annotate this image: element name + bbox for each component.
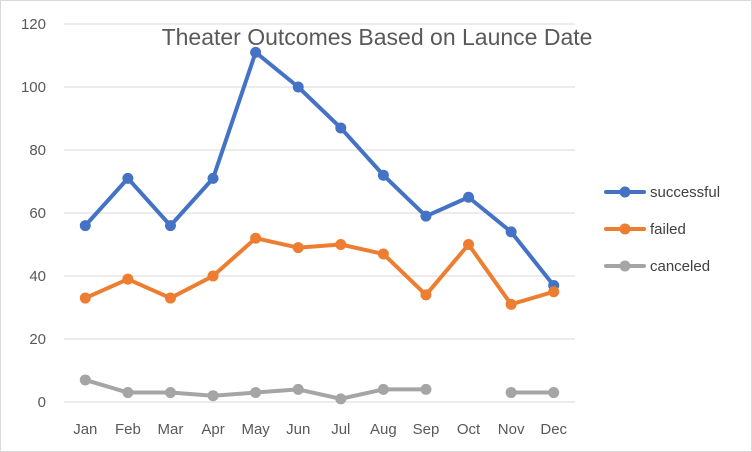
x-tick-label: Mar	[158, 421, 184, 438]
chart-title: Theater Outcomes Based on Launce Date	[162, 24, 593, 50]
y-tick-label: 0	[38, 394, 46, 411]
y-tick-label: 20	[29, 331, 46, 348]
data-point-failed	[79, 292, 91, 304]
data-point-failed	[505, 298, 517, 310]
data-point-failed	[463, 239, 475, 250]
series-canceled	[79, 374, 560, 405]
x-tick-label: Aug	[370, 421, 397, 438]
x-tick-label: May	[241, 421, 270, 438]
data-point-successful	[79, 220, 91, 232]
gridlines	[64, 23, 575, 403]
data-point-successful	[463, 191, 475, 203]
y-axis-ticks: 0 20 40 60 80 100 120	[21, 16, 46, 411]
y-tick-label: 100	[21, 79, 46, 96]
data-point-successful	[335, 122, 347, 134]
data-point-failed	[207, 270, 219, 282]
data-point-failed	[335, 239, 347, 250]
data-point-canceled	[164, 387, 176, 399]
y-tick-label: 80	[29, 142, 46, 159]
y-tick-label: 60	[29, 205, 46, 222]
data-point-successful	[164, 220, 176, 232]
data-point-failed	[377, 248, 389, 260]
series-successful	[79, 46, 560, 291]
data-point-successful	[420, 210, 432, 222]
series-line-failed	[83, 236, 556, 307]
series-failed	[79, 232, 560, 310]
data-point-failed	[292, 242, 304, 254]
data-point-failed	[250, 232, 262, 244]
data-point-successful	[292, 81, 304, 93]
data-point-canceled	[122, 387, 134, 399]
data-point-successful	[377, 169, 389, 181]
data-point-canceled	[250, 387, 262, 399]
x-tick-label: Apr	[201, 421, 224, 438]
legend-item-failed: failed	[604, 221, 686, 238]
x-axis-ticks: Jan Feb Mar Apr May Jun Jul Aug Sep Oct Nov Dec	[73, 421, 567, 438]
data-point-canceled	[377, 383, 389, 395]
legend-swatch-marker	[619, 260, 631, 272]
y-tick-label: 40	[29, 268, 46, 285]
data-point-successful	[122, 172, 134, 184]
data-point-failed	[122, 273, 134, 285]
legend-label: successful	[650, 184, 720, 201]
legend-swatch-marker	[619, 223, 631, 235]
series-group	[79, 46, 560, 405]
data-point-canceled	[335, 393, 347, 405]
data-point-failed	[164, 292, 176, 304]
data-point-canceled	[292, 383, 304, 395]
data-point-successful	[250, 46, 262, 58]
x-tick-label: Nov	[498, 421, 525, 438]
x-tick-label: Jan	[73, 421, 97, 438]
data-point-failed	[548, 286, 560, 298]
data-point-failed	[420, 289, 432, 301]
data-point-canceled	[207, 390, 219, 402]
x-tick-label: Dec	[540, 421, 567, 438]
legend-item-canceled: canceled	[604, 258, 710, 275]
x-tick-label: Feb	[115, 421, 141, 438]
data-point-canceled	[420, 383, 432, 395]
legend: successful failed canceled	[604, 184, 720, 275]
legend-label: failed	[650, 221, 686, 238]
x-tick-label: Jun	[286, 421, 310, 438]
x-tick-label: Oct	[457, 421, 481, 438]
data-point-canceled	[79, 374, 91, 386]
y-tick-label: 120	[21, 16, 46, 33]
data-point-canceled	[505, 387, 517, 399]
x-tick-label: Sep	[413, 421, 440, 438]
data-point-successful	[207, 172, 219, 184]
series-line-successful	[83, 50, 556, 288]
legend-label: canceled	[650, 258, 710, 275]
legend-swatch-marker	[619, 186, 631, 198]
legend-item-successful: successful	[604, 184, 720, 201]
data-point-successful	[505, 226, 517, 238]
x-tick-label: Jul	[331, 421, 350, 438]
data-point-canceled	[548, 387, 560, 399]
